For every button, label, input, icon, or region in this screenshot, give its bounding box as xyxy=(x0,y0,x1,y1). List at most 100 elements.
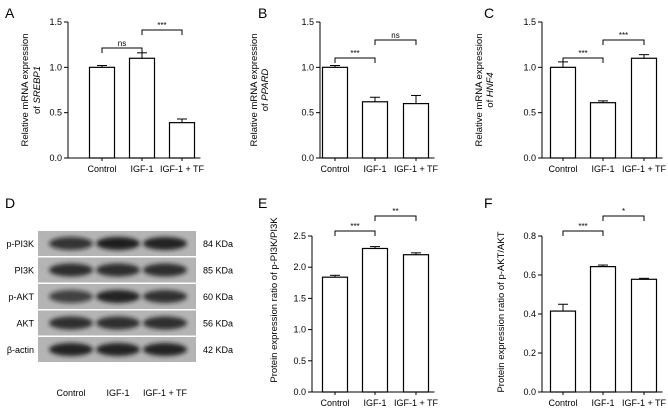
bar xyxy=(630,57,658,159)
significance-bracket xyxy=(602,215,645,221)
y-tick-label: 0.0 xyxy=(301,153,314,163)
y-tick-label: 0.4 xyxy=(523,309,536,319)
bar xyxy=(402,102,430,159)
lane-label: IGF-1 + TF xyxy=(143,388,188,398)
significance-bracket xyxy=(374,215,417,221)
x-tick-label: Control xyxy=(320,164,349,174)
x-tick-label: IGF-1 xyxy=(591,164,614,174)
x-tick-label: IGF-1 xyxy=(363,164,386,174)
panel-f-chart: F 0.0 0.2 0.4 0.6 0.8 Protein expression ratio… xyxy=(484,195,667,408)
x-tick-label: IGF-1 + TF xyxy=(394,164,439,174)
panel-b-chart: B 0.0 0.5 1.0 1.5 Relative mRNA expressionof … xyxy=(249,5,439,174)
band-size: 42 KDa xyxy=(203,345,233,355)
bar xyxy=(549,310,577,393)
y-tick-label: 1.0 xyxy=(49,62,62,72)
protein-band xyxy=(49,290,93,303)
y-tick-label: 1.0 xyxy=(523,62,536,72)
panel-letter: C xyxy=(484,5,494,21)
y-tick-label: 0.6 xyxy=(523,270,536,280)
y-tick-label: 1.0 xyxy=(301,62,314,72)
panel-d-western-blot: Dp-PI3K 84 KDa PI3K 85 KDa p-AKT 60 KDa AKT 56 … xyxy=(5,195,233,398)
significance-label: *** xyxy=(619,31,628,40)
y-tick-label: 2.5 xyxy=(293,231,306,241)
x-tick-label: IGF-1 + TF xyxy=(160,164,205,174)
significance-label: ns xyxy=(391,31,399,40)
bar xyxy=(402,254,430,393)
protein-band xyxy=(96,343,140,356)
significance-bracket xyxy=(334,230,376,236)
panel-e-chart: E 0.0 0.5 1.0 1.5 2.0 2.5 Protein expression ra… xyxy=(258,195,439,408)
lane-label: IGF-1 xyxy=(106,388,129,398)
significance-bracket xyxy=(562,57,604,63)
band-size: 56 KDa xyxy=(203,319,233,329)
x-tick-label: IGF-1 xyxy=(363,398,386,408)
panel-c-chart: C 0.0 0.5 1.0 1.5 Relative mRNA expressionof … xyxy=(474,5,667,174)
protein-band xyxy=(96,316,140,330)
y-tick-label: 0.5 xyxy=(49,108,62,118)
y-tick-label: 1.0 xyxy=(293,325,306,335)
bar xyxy=(361,247,389,393)
y-tick-label: 0.0 xyxy=(293,387,306,397)
y-tick-label: 0.2 xyxy=(523,348,536,358)
panel-a-chart: A 0.0 0.5 1.0 1.5 Relative mRNA expressionof … xyxy=(5,5,205,174)
x-tick-label: Control xyxy=(320,398,349,408)
x-tick-label: Control xyxy=(548,398,577,408)
y-tick-label: 1.5 xyxy=(523,17,536,27)
bar xyxy=(630,278,658,393)
band-name: β-actin xyxy=(7,345,34,355)
x-tick-label: IGF-1 + TF xyxy=(622,164,667,174)
bar xyxy=(361,101,389,159)
significance-bracket xyxy=(141,29,183,35)
x-tick-label: IGF-1 + TF xyxy=(394,398,439,408)
significance-label: ns xyxy=(118,39,126,48)
y-axis-label: Protein expression ratio of p-PI3K/PI3K xyxy=(269,217,280,383)
significance-bracket xyxy=(334,57,376,63)
significance-bracket xyxy=(602,39,645,45)
bar xyxy=(88,66,116,159)
bar xyxy=(128,57,156,159)
bar xyxy=(321,276,349,393)
lane-label: Control xyxy=(56,388,85,398)
significance-bracket xyxy=(101,47,143,53)
x-tick-label: IGF-1 + TF xyxy=(622,398,667,408)
significance-label: *** xyxy=(157,21,166,30)
significance-label: *** xyxy=(578,49,587,58)
significance-label: *** xyxy=(350,49,359,58)
x-tick-label: IGF-1 xyxy=(130,164,153,174)
significance-label: *** xyxy=(578,222,587,231)
protein-band xyxy=(49,237,93,250)
bar xyxy=(168,122,196,159)
protein-band xyxy=(143,237,187,250)
band-size: 85 KDa xyxy=(203,266,233,276)
band-size: 84 KDa xyxy=(203,239,233,249)
y-tick-label: 1.5 xyxy=(293,293,306,303)
y-tick-label: 1.5 xyxy=(49,17,62,27)
y-tick-label: 2.0 xyxy=(293,262,306,272)
protein-band xyxy=(143,316,187,330)
significance-bracket xyxy=(374,39,417,45)
significance-bracket xyxy=(562,230,604,236)
protein-band xyxy=(143,263,187,277)
protein-band xyxy=(49,343,93,356)
protein-band xyxy=(143,343,187,356)
protein-band xyxy=(96,237,140,250)
band-name: p-PI3K xyxy=(6,239,34,249)
x-tick-label: Control xyxy=(548,164,577,174)
y-tick-label: 0.0 xyxy=(49,153,62,163)
bar xyxy=(549,66,577,159)
y-tick-label: 0.5 xyxy=(301,108,314,118)
x-tick-label: IGF-1 xyxy=(591,398,614,408)
y-axis-label: Protein expression ratio of p-AKT/AKT xyxy=(496,231,507,392)
protein-band xyxy=(143,290,187,303)
panel-letter: E xyxy=(258,195,267,211)
panel-letter: F xyxy=(484,195,493,211)
y-tick-label: 0.5 xyxy=(293,356,306,366)
y-tick-label: 0.0 xyxy=(523,153,536,163)
y-tick-label: 0.5 xyxy=(523,108,536,118)
significance-label: ** xyxy=(392,207,398,216)
y-axis-label: Relative mRNA expressionof SREBP1 xyxy=(20,34,43,147)
bar xyxy=(321,66,349,159)
band-size: 60 KDa xyxy=(203,292,233,302)
panel-letter: A xyxy=(5,5,15,21)
